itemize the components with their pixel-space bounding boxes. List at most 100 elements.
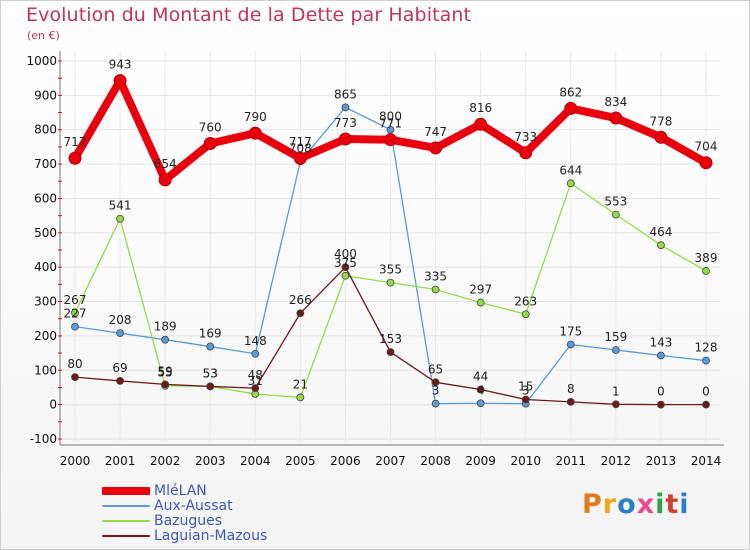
y-tick-label: 600 xyxy=(34,191,57,205)
data-label: 834 xyxy=(604,95,627,109)
chart-title: Evolution du Montant de la Dette par Hab… xyxy=(26,4,472,26)
data-label: 717 xyxy=(64,135,87,149)
data-point xyxy=(68,151,82,165)
data-label: 15 xyxy=(518,379,533,393)
data-label: 159 xyxy=(604,330,627,344)
logo-letter: i xyxy=(655,489,666,520)
data-label: 862 xyxy=(559,85,582,99)
legend-swatch xyxy=(102,520,150,522)
data-point xyxy=(657,241,665,250)
logo-letter: i xyxy=(679,489,690,520)
data-point xyxy=(566,397,575,406)
grid-lines xyxy=(60,51,720,442)
legend-label: Bazugues xyxy=(154,513,223,529)
legend-label: Aux-Aussat xyxy=(154,498,233,514)
data-point xyxy=(338,132,352,146)
proxiti-logo: Proxiti xyxy=(582,489,690,520)
data-point xyxy=(476,298,485,307)
data-label: 143 xyxy=(649,335,672,349)
legend-label: Laguian-Mazous xyxy=(154,528,268,544)
data-label: 3 xyxy=(522,384,530,398)
data-label: 778 xyxy=(649,114,672,128)
data-point xyxy=(521,310,530,319)
data-point xyxy=(657,400,665,409)
data-point xyxy=(386,348,395,356)
data-label: 44 xyxy=(473,370,488,384)
data-label: 943 xyxy=(109,58,132,72)
y-tick-label: 1000 xyxy=(26,54,57,68)
data-label: 55 xyxy=(158,366,173,380)
data-label: 3 xyxy=(432,384,440,398)
x-axis: 2000 2001 2002 2003 2004 2005 2006 2007 2008 2009… xyxy=(60,444,724,468)
logo-letter: r xyxy=(602,489,618,520)
data-point xyxy=(657,351,665,360)
y-tick-label: 500 xyxy=(34,226,57,240)
data-label: 53 xyxy=(203,366,218,380)
data-label: 208 xyxy=(109,313,132,327)
data-point xyxy=(611,400,620,409)
data-label: 297 xyxy=(469,283,492,297)
data-point xyxy=(116,329,124,338)
data-point xyxy=(431,399,440,408)
data-point xyxy=(206,382,215,391)
data-label: 21 xyxy=(293,377,308,391)
data-point xyxy=(566,179,575,188)
data-label: 760 xyxy=(199,120,222,134)
data-point xyxy=(609,111,623,125)
x-tick-label: 2001 xyxy=(105,454,136,468)
data-point xyxy=(341,271,350,280)
data-point xyxy=(384,133,397,147)
data-label: 0 xyxy=(702,385,710,399)
data-point xyxy=(116,214,124,223)
series-group xyxy=(68,74,713,409)
data-label: 773 xyxy=(334,116,357,130)
data-label: 400 xyxy=(334,247,357,261)
data-label: 800 xyxy=(379,110,402,124)
data-label: 53 xyxy=(203,366,218,380)
data-label: 790 xyxy=(244,110,267,124)
data-label: 189 xyxy=(154,320,177,334)
x-tick-label: 2010 xyxy=(510,454,541,468)
data-label: 389 xyxy=(695,251,718,265)
legend-swatch xyxy=(102,487,150,495)
data-label: 553 xyxy=(604,195,627,209)
data-point xyxy=(251,349,260,358)
data-point xyxy=(248,126,262,140)
data-label: 733 xyxy=(514,130,537,144)
data-label: 1 xyxy=(612,384,620,398)
data-point xyxy=(296,393,305,402)
y-tick-label: 800 xyxy=(34,123,57,137)
y-tick-label: 0 xyxy=(49,398,57,412)
data-point xyxy=(386,278,395,287)
x-tick-label: 2002 xyxy=(150,454,181,468)
data-point xyxy=(71,322,79,331)
data-point xyxy=(654,130,668,144)
data-label: 59 xyxy=(158,364,173,378)
y-tick-label: 200 xyxy=(34,329,57,343)
data-point xyxy=(431,285,440,294)
x-tick-label: 2012 xyxy=(601,454,632,468)
data-point xyxy=(206,342,215,351)
y-tick-label: -100 xyxy=(30,432,57,446)
x-tick-label: 2011 xyxy=(556,454,587,468)
data-point xyxy=(116,377,124,385)
data-point xyxy=(203,136,217,150)
data-label: 169 xyxy=(199,327,222,341)
data-point xyxy=(476,399,485,408)
y-axis: -100 0 100 200 300 400 500 600 700 800 900 1000 xyxy=(26,51,62,446)
data-label: 69 xyxy=(112,361,127,375)
data-label: 48 xyxy=(248,368,263,382)
data-point xyxy=(474,117,488,131)
data-point xyxy=(519,146,533,160)
x-tick-label: 2009 xyxy=(465,454,496,468)
x-tick-label: 2007 xyxy=(375,454,406,468)
data-point xyxy=(566,340,575,349)
data-label: 153 xyxy=(379,332,402,346)
data-label: 335 xyxy=(424,270,447,284)
x-tick-label: 2014 xyxy=(691,454,722,468)
x-tick-label: 2005 xyxy=(285,454,316,468)
x-tick-label: 2004 xyxy=(240,454,271,468)
data-label: 263 xyxy=(514,294,537,308)
logo-letter: x xyxy=(636,489,656,520)
